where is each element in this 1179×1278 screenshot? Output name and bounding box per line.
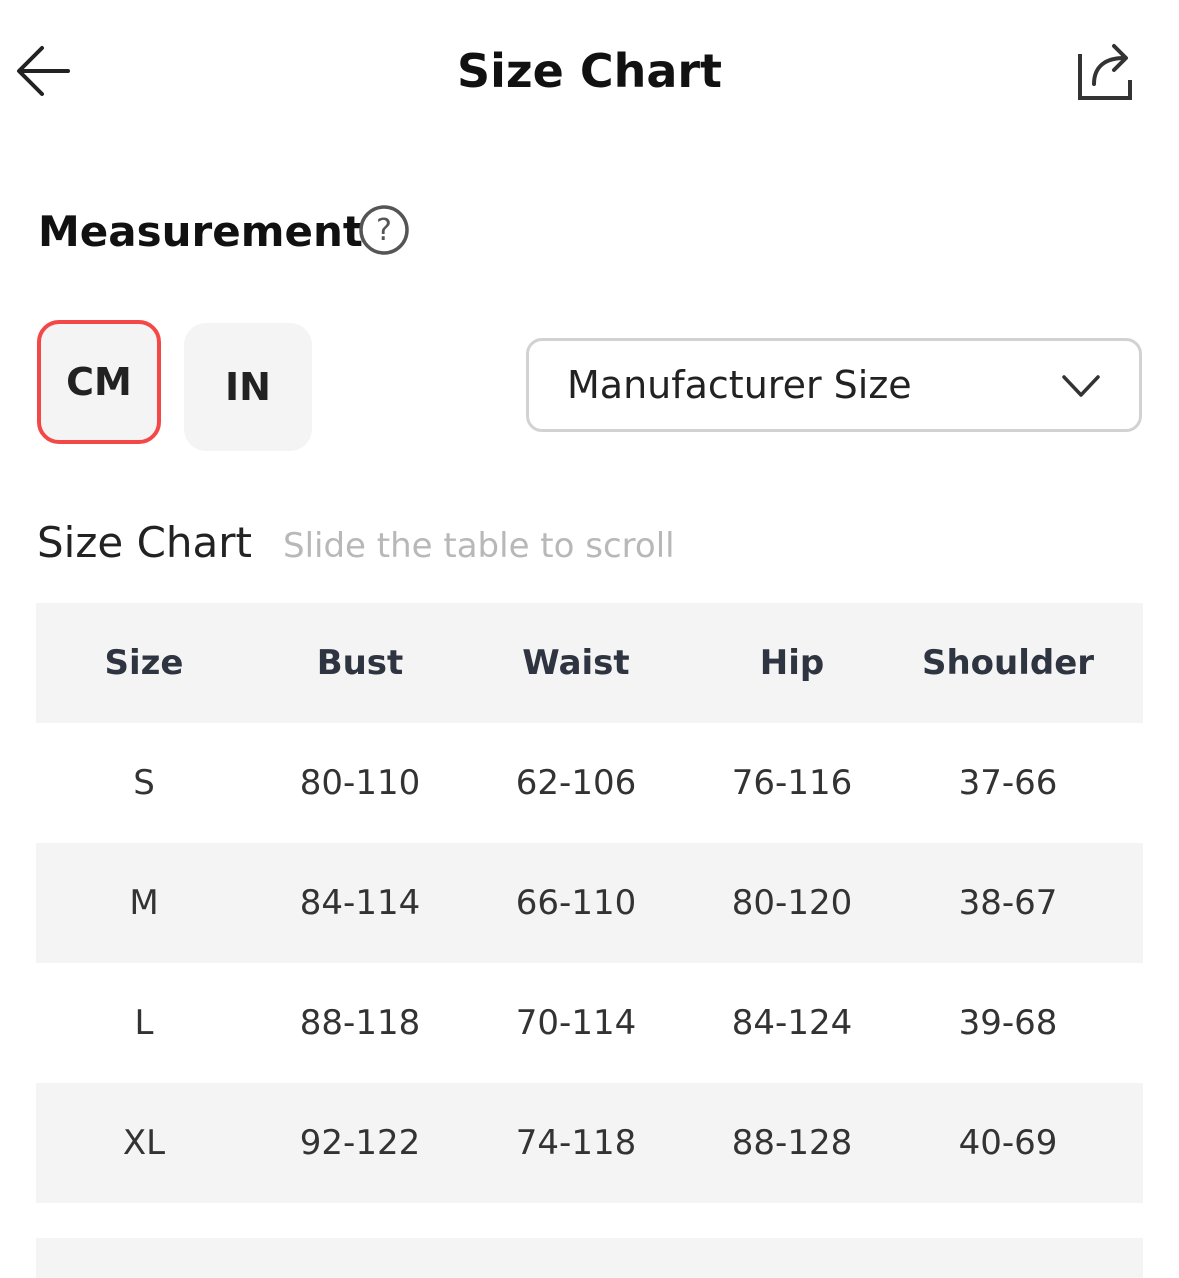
table-cell: 62-106: [515, 763, 637, 803]
next-section-partial: [36, 1238, 1143, 1278]
header-cell: Hip: [759, 643, 825, 683]
table-cell: 40-69: [958, 1123, 1058, 1163]
table-row: XL 92-122 74-118 88-128 40-69: [36, 1083, 1143, 1203]
table-cell: 80-110: [299, 763, 421, 803]
table-cell: 84-114: [299, 883, 421, 923]
table-cell: 80-120: [731, 883, 853, 923]
table-cell: S: [133, 763, 155, 803]
measurement-label: Measurement: [38, 207, 363, 256]
size-system-dropdown[interactable]: Manufacturer Size: [526, 338, 1142, 432]
svg-text:?: ?: [376, 213, 392, 248]
header-cell: Bust: [316, 643, 404, 683]
scroll-hint: Slide the table to scroll: [283, 526, 675, 566]
table-cell: M: [129, 883, 159, 923]
table-cell: 74-118: [515, 1123, 637, 1163]
table-cell: 92-122: [299, 1123, 421, 1163]
header-cell: Shoulder: [921, 643, 1095, 683]
unit-in-button[interactable]: IN: [184, 323, 312, 451]
table-cell: 39-68: [958, 1003, 1058, 1043]
table-cell: 88-128: [731, 1123, 853, 1163]
table-cell: 70-114: [515, 1003, 637, 1043]
size-table[interactable]: Size Bust Waist Hip Shoulder S 80-110 62…: [36, 603, 1143, 1203]
page-title: Size Chart: [456, 44, 723, 98]
share-icon: [1078, 44, 1132, 100]
table-row: S 80-110 62-106 76-116 37-66: [36, 723, 1143, 843]
table-cell: L: [134, 1003, 154, 1043]
question-circle-icon[interactable]: ?: [358, 204, 410, 256]
table-cell: 37-66: [958, 763, 1058, 803]
table-row: M 84-114 66-110 80-120 38-67: [36, 843, 1143, 963]
share-button[interactable]: [1072, 40, 1136, 104]
size-chart-heading: Size Chart: [37, 518, 252, 567]
header-cell: Size: [104, 643, 184, 683]
table-cell: 76-116: [731, 763, 853, 803]
chevron-down-icon: [1062, 375, 1100, 397]
table-cell: 84-124: [731, 1003, 853, 1043]
header-cell: Waist: [522, 643, 630, 683]
size-system-value: Manufacturer Size: [567, 363, 912, 407]
unit-cm-button[interactable]: CM: [37, 320, 161, 444]
table-row: L 88-118 70-114 84-124 39-68: [36, 963, 1143, 1083]
table-cell: 38-67: [958, 883, 1058, 923]
arrow-left-icon: [17, 46, 70, 96]
table-cell: XL: [122, 1123, 166, 1163]
table-cell: 88-118: [299, 1003, 421, 1043]
back-button[interactable]: [14, 40, 74, 100]
table-cell: 66-110: [515, 883, 637, 923]
table-header: Size Bust Waist Hip Shoulder: [36, 603, 1143, 723]
